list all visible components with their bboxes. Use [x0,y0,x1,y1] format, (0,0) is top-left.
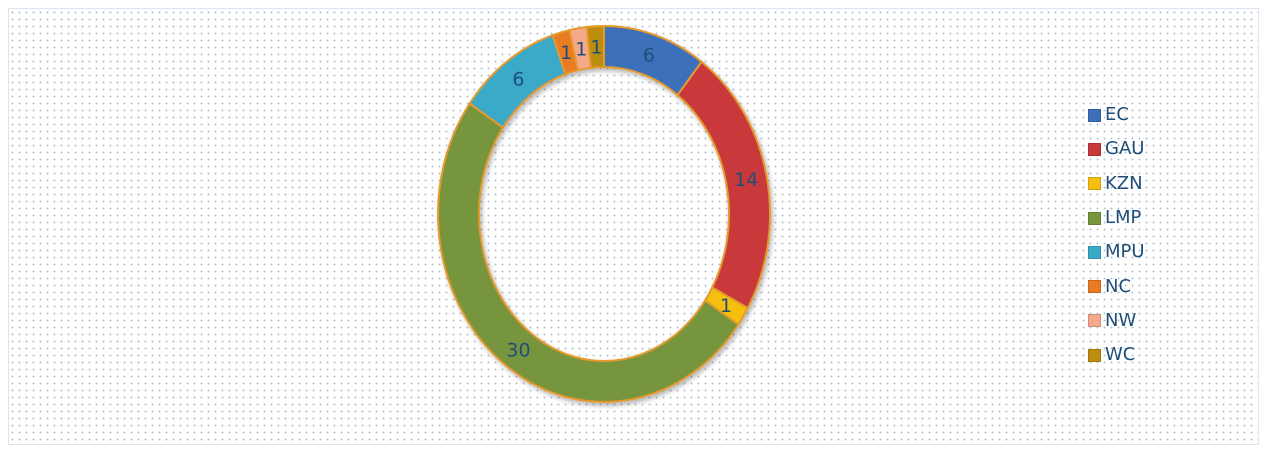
data-label-gau: 14 [734,169,758,191]
legend-swatch [1088,211,1101,225]
legend-swatch [1088,348,1101,362]
legend-swatch [1088,314,1101,328]
data-label-wc: 1 [590,37,602,59]
data-label-lmp: 30 [506,340,530,362]
legend-swatch [1088,177,1101,191]
legend-item-wc: WC [1088,338,1208,372]
legend: EC GAU KZN LMP MPU NC NW WC [1088,98,1208,372]
legend-swatch [1088,142,1101,156]
legend-item-ec: EC [1088,98,1208,132]
legend-swatch [1088,245,1101,259]
chart-area [8,8,1259,445]
legend-label: GAU [1105,138,1145,160]
data-label-nc: 1 [560,42,572,64]
slice-lmp [437,102,740,403]
legend-item-kzn: KZN [1088,167,1208,201]
legend-item-gau: GAU [1088,132,1208,166]
legend-label: EC [1105,104,1129,126]
legend-label: WC [1105,344,1136,366]
donut-slices [437,24,771,403]
legend-label: MPU [1105,241,1145,263]
data-label-mpu: 6 [512,68,524,90]
data-label-ec: 6 [643,45,655,67]
legend-label: NW [1105,309,1137,331]
legend-item-nw: NW [1088,304,1208,338]
legend-label: NC [1105,275,1132,297]
legend-item-mpu: MPU [1088,235,1208,269]
data-label-nw: 1 [575,39,587,61]
legend-label: KZN [1105,172,1143,194]
legend-swatch [1088,280,1101,294]
legend-swatch [1088,108,1101,122]
data-label-kzn: 1 [720,295,732,317]
slice-wc [585,24,605,69]
legend-label: LMP [1105,207,1142,229]
legend-item-lmp: LMP [1088,201,1208,235]
legend-item-nc: NC [1088,269,1208,303]
